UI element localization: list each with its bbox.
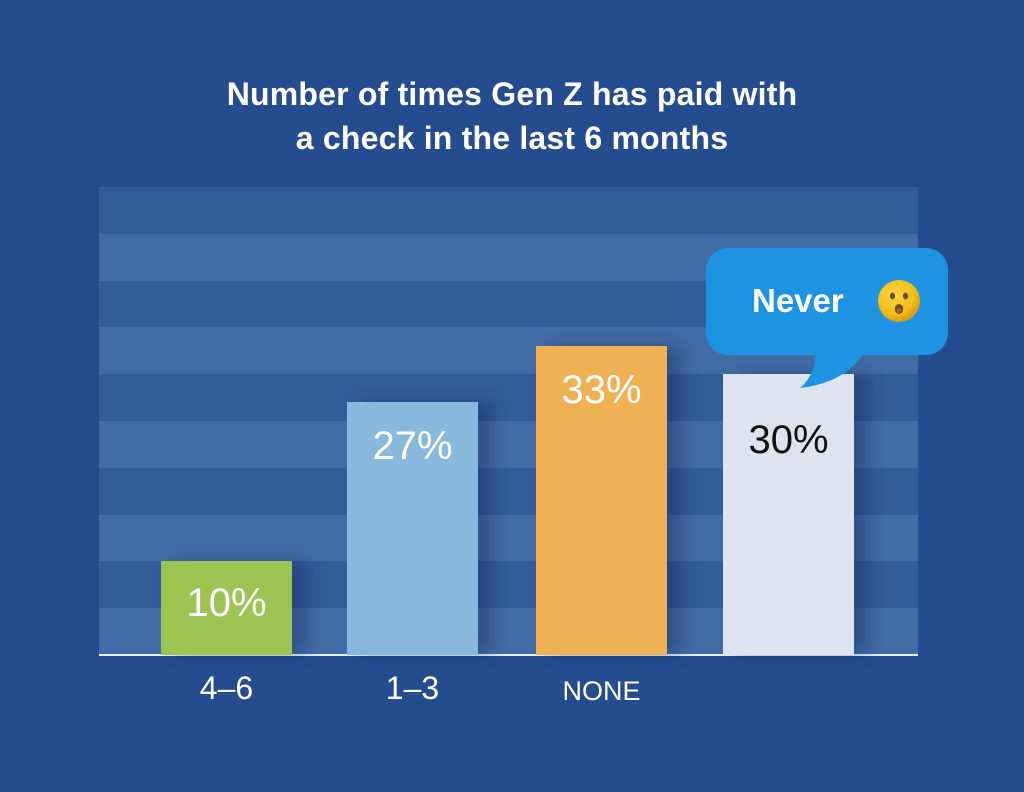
- x-axis-baseline: [99, 654, 918, 656]
- chart-title: Number of times Gen Z has paid with a ch…: [0, 72, 1024, 160]
- bar-value-label: 27%: [372, 424, 453, 468]
- bar-value-label: 10%: [186, 581, 267, 625]
- hushed-face-icon: [878, 280, 920, 322]
- bar: 30%: [723, 374, 854, 655]
- speech-bubble-tail: [800, 340, 870, 388]
- bar-value-label: 30%: [748, 418, 829, 462]
- bar: 10%: [161, 561, 292, 655]
- x-axis-category-label: 1–3: [385, 670, 440, 706]
- bar: 33%: [536, 346, 667, 655]
- x-axis-category-label: NONE: [562, 676, 641, 706]
- annotation-speech-bubble: Never: [706, 248, 948, 355]
- annotation-text: Never: [752, 282, 844, 319]
- x-axis-category-label: 4–6: [199, 670, 254, 706]
- chart-title-line-2: a check in the last 6 months: [295, 120, 729, 156]
- bar: 27%: [347, 402, 478, 655]
- bar-value-label: 33%: [561, 368, 642, 412]
- grid-band: [99, 187, 918, 234]
- chart-title-line-1: Number of times Gen Z has paid with: [226, 76, 798, 112]
